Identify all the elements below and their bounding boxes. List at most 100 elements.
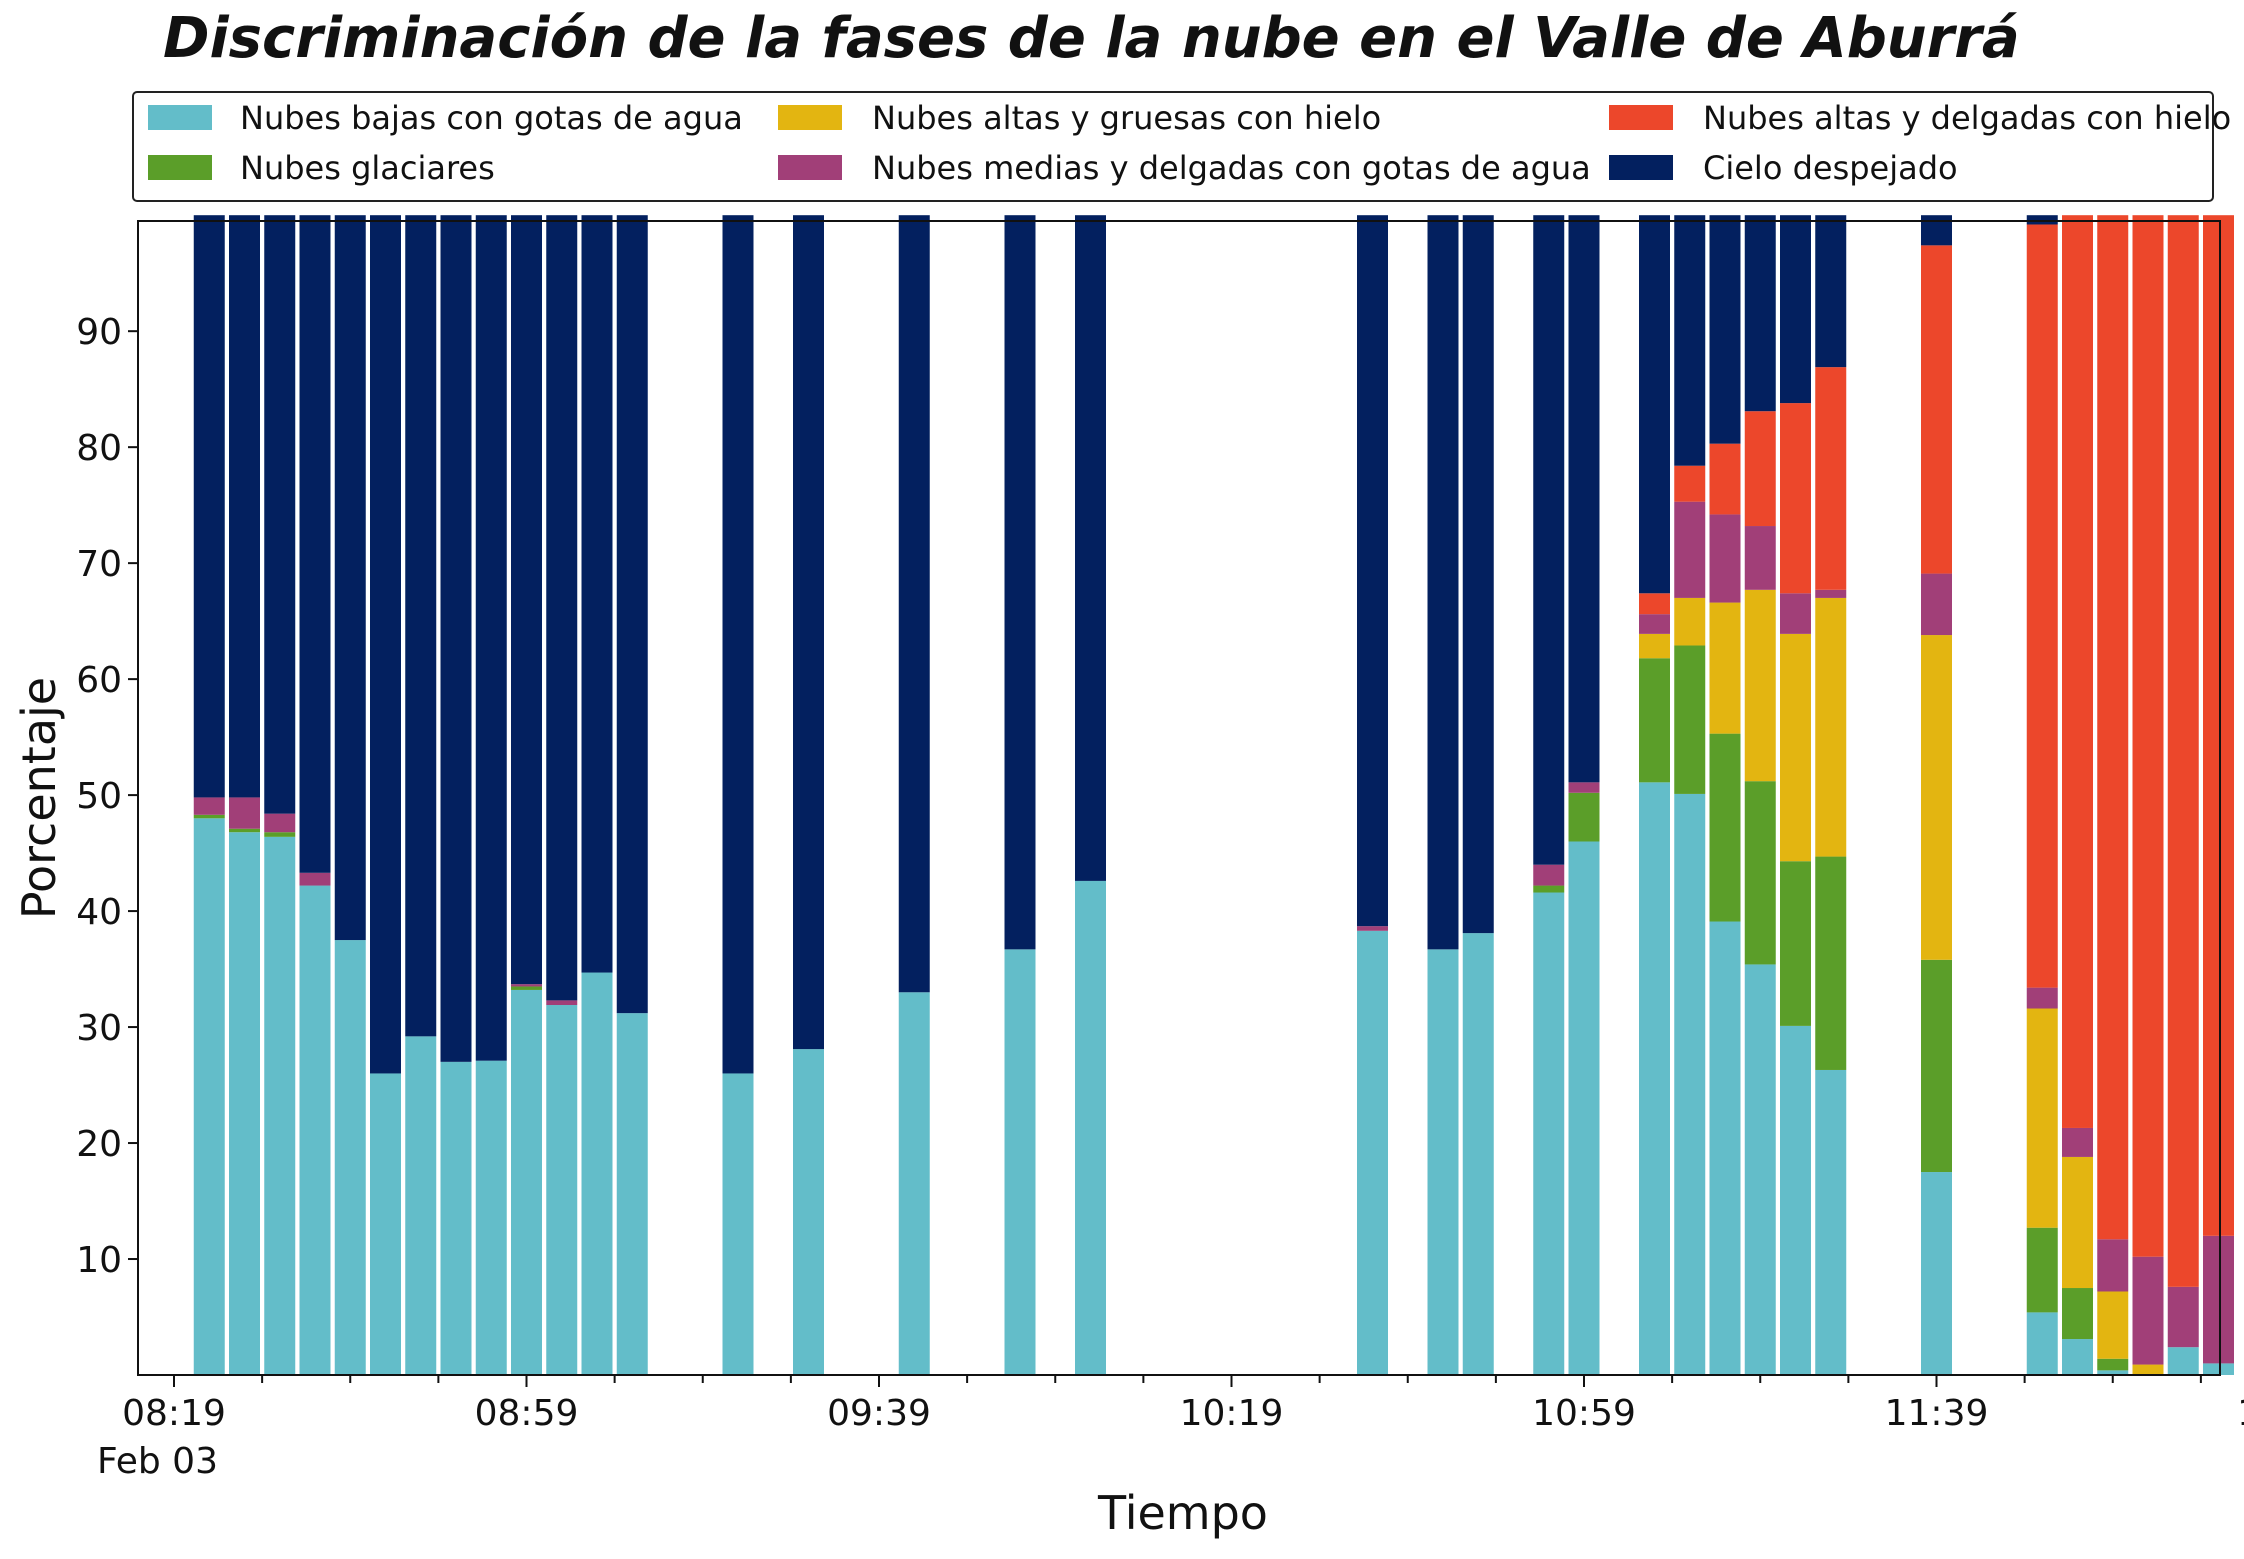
bar-segment xyxy=(229,797,260,829)
legend-label: Nubes glaciares xyxy=(240,149,495,187)
bar-segment xyxy=(898,215,930,993)
bar-segment xyxy=(2026,224,2058,988)
bar-segment xyxy=(1427,949,1459,1375)
x-date-label: Feb 03 xyxy=(97,1441,218,1482)
bar-segment xyxy=(1639,633,1670,659)
bars-layer xyxy=(193,215,2234,1375)
bar-segment xyxy=(1815,215,1847,368)
bar-segment xyxy=(1568,792,1600,842)
bar-segment xyxy=(1921,1172,1952,1375)
bar-segment xyxy=(581,215,613,973)
bar-segment xyxy=(2097,1358,2129,1371)
y-axis-label: Porcentaje xyxy=(12,677,66,919)
bar-segment xyxy=(1075,215,1106,881)
bar-segment xyxy=(2132,1256,2164,1365)
bar-segment xyxy=(1709,921,1741,1375)
bar-segment xyxy=(2062,1127,2093,1157)
bar-segment xyxy=(299,872,331,886)
bar-segment xyxy=(1568,782,1600,793)
bar-segment xyxy=(2062,1339,2093,1375)
legend-label: Nubes bajas con gotas de agua xyxy=(240,99,743,137)
bar-segment xyxy=(511,986,542,990)
bar-segment xyxy=(1533,892,1565,1375)
bar-segment xyxy=(1639,593,1670,615)
bar-segment xyxy=(722,215,754,1074)
bar-segment xyxy=(229,828,260,833)
y-tick-label: 40 xyxy=(76,892,122,933)
y-tick-label: 50 xyxy=(76,776,122,817)
bar-segment xyxy=(2167,1347,2199,1375)
plot-frame xyxy=(137,220,2221,1376)
bar-segment xyxy=(405,215,437,1037)
bar-segment xyxy=(1568,215,1600,783)
bar-segment xyxy=(370,1073,401,1375)
legend-swatch xyxy=(148,105,212,130)
bar-segment xyxy=(1639,782,1670,1375)
bar-segment xyxy=(2026,215,2058,225)
bar-segment xyxy=(1709,514,1741,603)
bar-segment xyxy=(1357,215,1388,927)
bar-segment xyxy=(616,1013,648,1375)
bar-segment xyxy=(1815,597,1847,857)
bar-segment xyxy=(2203,1235,2234,1364)
bar-segment xyxy=(1568,841,1600,1375)
bar-segment xyxy=(229,215,260,798)
bar-segment xyxy=(264,832,296,837)
bar-segment xyxy=(1639,658,1670,783)
legend-label: Cielo despejado xyxy=(1703,149,1958,187)
bar-segment xyxy=(1744,411,1776,527)
y-axis-ticks: 10 20 30 40 50 60 70 80 90 xyxy=(76,312,138,1281)
bar-segment xyxy=(1780,633,1811,862)
x-tick-label: 09:39 xyxy=(827,1393,931,1434)
y-tick-label: 30 xyxy=(76,1008,122,1049)
y-tick-label: 90 xyxy=(76,312,122,353)
x-tick-label: 10:59 xyxy=(1532,1393,1636,1434)
bar-segment xyxy=(2026,1008,2058,1228)
bar-segment xyxy=(1744,526,1776,590)
y-tick-label: 60 xyxy=(76,660,122,701)
bar-segment xyxy=(2097,1239,2129,1292)
bar-segment xyxy=(193,814,225,819)
bar-segment xyxy=(1674,645,1706,794)
legend-label: Nubes altas y delgadas con hielo xyxy=(1703,99,2231,137)
bar-segment xyxy=(511,215,542,985)
y-tick-label: 70 xyxy=(76,544,122,585)
bar-segment xyxy=(334,215,366,941)
bar-segment xyxy=(793,215,824,1050)
bar-segment xyxy=(1744,781,1776,965)
bar-segment xyxy=(2026,1312,2058,1375)
bar-segment xyxy=(1780,593,1811,634)
bar-segment xyxy=(1533,864,1565,886)
bar-segment xyxy=(1815,589,1847,598)
bar-segment xyxy=(193,797,225,815)
y-tick-label: 20 xyxy=(76,1124,122,1165)
bar-segment xyxy=(193,818,225,1375)
bar-segment xyxy=(1744,215,1776,412)
bar-segment xyxy=(1709,215,1741,444)
bar-segment xyxy=(1709,602,1741,734)
bar-segment xyxy=(405,1036,437,1375)
bar-segment xyxy=(1921,245,1952,574)
y-tick-label: 80 xyxy=(76,428,122,469)
bar-segment xyxy=(440,215,472,1062)
bar-segment xyxy=(2097,1370,2129,1375)
bar-segment xyxy=(1744,964,1776,1375)
bar-segment xyxy=(2062,1156,2093,1289)
bar-segment xyxy=(1815,856,1847,1070)
legend-swatch xyxy=(148,155,212,180)
bar-segment xyxy=(2132,215,2164,1257)
x-tick-label: 08:59 xyxy=(475,1393,579,1434)
legend-frame xyxy=(132,91,2214,202)
bar-segment xyxy=(2026,987,2058,1009)
bar-segment xyxy=(546,1000,578,1006)
bar-segment xyxy=(1357,926,1388,931)
bar-segment xyxy=(2097,215,2129,1240)
bar-segment xyxy=(264,215,296,814)
legend-label: Nubes medias y delgadas con gotas de agu… xyxy=(872,149,1591,187)
bar-segment xyxy=(370,215,401,1074)
bar-segment xyxy=(1921,215,1952,246)
bar-segment xyxy=(1533,885,1565,893)
legend: Nubes bajas con gotas de agua Nubes glac… xyxy=(132,91,2231,202)
bar-segment xyxy=(1709,443,1741,515)
